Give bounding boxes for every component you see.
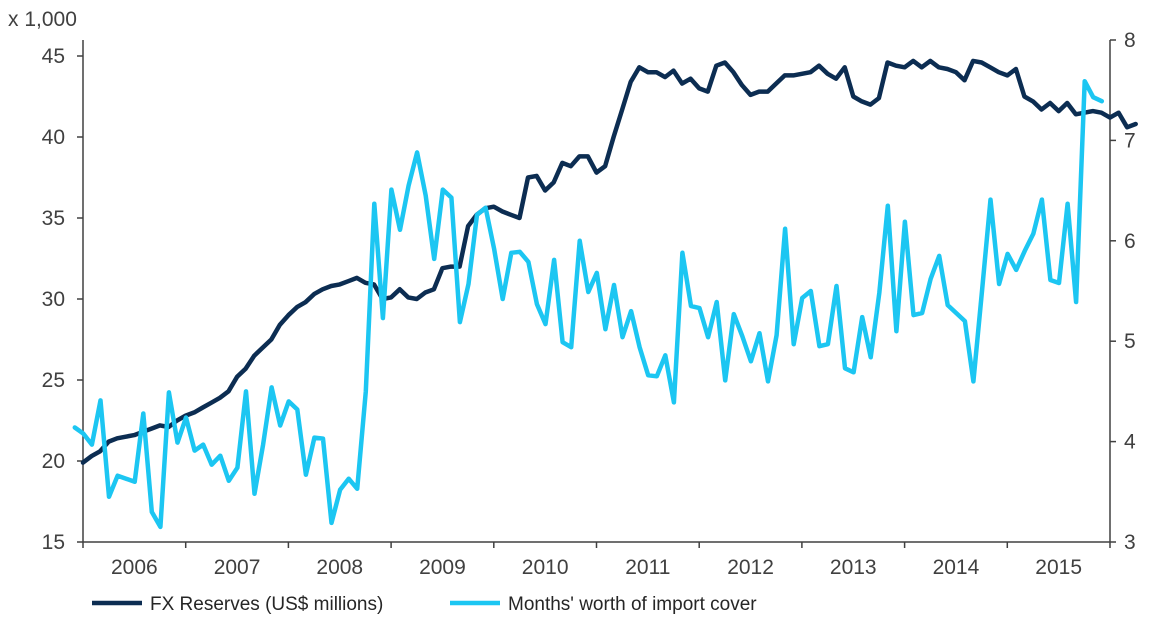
x-tick-label: 2008 — [316, 556, 363, 579]
x-tick-label: 2015 — [1035, 556, 1082, 579]
left-y-tick-label: 15 — [42, 531, 65, 554]
fx-reserves-line — [80, 58, 1138, 465]
left-y-tick-label: 40 — [42, 126, 65, 149]
axis-multiplier-label: x 1,000 — [8, 8, 77, 31]
import-cover-line — [72, 78, 1105, 530]
left-y-tick-label: 35 — [42, 207, 65, 230]
x-tick-label: 2011 — [625, 556, 670, 579]
left-y-tick-label: 25 — [42, 369, 65, 392]
series-lines — [72, 58, 1138, 530]
x-tick-label: 2013 — [830, 556, 877, 579]
right-y-tick-label: 8 — [1124, 29, 1136, 52]
right-y-tick-label: 4 — [1124, 431, 1136, 454]
left-y-tick-label: 30 — [42, 288, 65, 311]
legend-label-import-cover: Months' worth of import cover — [508, 594, 757, 615]
right-y-tick-label: 7 — [1124, 129, 1136, 152]
right-y-tick-label: 3 — [1124, 531, 1136, 554]
x-tick-label: 2007 — [214, 556, 261, 579]
right-y-tick-label: 5 — [1124, 330, 1136, 353]
x-tick-label: 2006 — [111, 556, 158, 579]
legend-label-fx-reserves: FX Reserves (US$ millions) — [150, 594, 383, 615]
x-tick-label: 2012 — [727, 556, 774, 579]
left-y-tick-label: 45 — [42, 45, 65, 68]
legend: FX Reserves (US$ millions) Months' worth … — [92, 594, 757, 615]
x-tick-label: 2014 — [933, 556, 980, 579]
right-y-tick-label: 6 — [1124, 230, 1136, 253]
x-tick-label: 2009 — [419, 556, 466, 579]
left-y-tick-label: 20 — [42, 450, 65, 473]
x-tick-label: 2010 — [522, 556, 569, 579]
